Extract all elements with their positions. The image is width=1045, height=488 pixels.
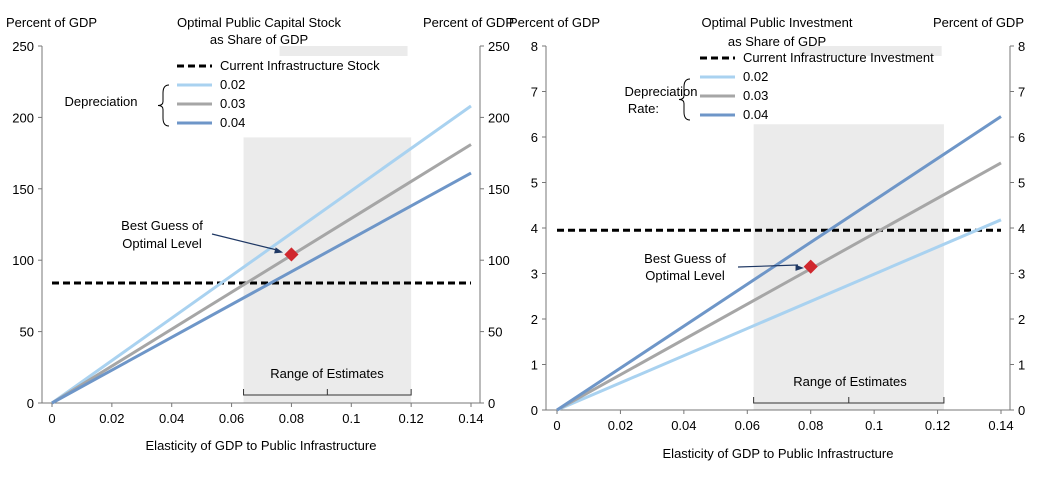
y-tick-label-right: 200 — [488, 110, 510, 125]
x-tick-label: 0.06 — [735, 418, 760, 433]
marker-arrow-line — [211, 233, 278, 251]
y-tick-label-right: 250 — [488, 39, 510, 54]
chart-title: Optimal Public Capital Stock — [177, 15, 342, 30]
marker-label: Optimal Level — [645, 268, 725, 283]
x-tick-label: 0.12 — [925, 418, 950, 433]
marker-arrow-head — [274, 247, 284, 254]
range-label: Range of Estimates — [270, 366, 384, 381]
y-tick-label-left: 3 — [531, 267, 538, 282]
range-of-estimates-shading — [753, 124, 944, 410]
legend-label: 0.02 — [220, 77, 245, 92]
y-tick-label-left: 6 — [531, 130, 538, 145]
y-axis-label-right: Percent of GDP — [933, 15, 1024, 30]
x-tick-label: 0.1 — [865, 418, 883, 433]
y-tick-label-right: 1 — [1018, 358, 1025, 373]
chart-title: as Share of GDP — [728, 34, 826, 49]
y-tick-label-right: 6 — [1018, 130, 1025, 145]
legend-label: 0.02 — [743, 69, 768, 84]
y-tick-label-left: 2 — [531, 312, 538, 327]
range-label: Range of Estimates — [793, 374, 907, 389]
y-tick-label-right: 150 — [488, 182, 510, 197]
x-axis-label: Elasticity of GDP to Public Infrastructu… — [146, 438, 377, 453]
series-line-0.02 — [556, 218, 1002, 412]
x-tick-label: 0.12 — [398, 411, 423, 426]
legend-reference-label: Current Infrastructure Stock — [220, 58, 380, 73]
best-guess-marker — [284, 247, 299, 262]
legend-label: 0.03 — [220, 96, 245, 111]
y-tick-label-left: 100 — [12, 253, 34, 268]
x-tick-label: 0.02 — [99, 411, 124, 426]
legend-group-label: Rate: — [628, 101, 659, 116]
y-tick-label-right: 0 — [488, 396, 495, 411]
y-tick-label-right: 4 — [1018, 221, 1025, 236]
legend-group-label: Depreciation — [65, 94, 138, 109]
x-axis-label: Elasticity of GDP to Public Infrastructu… — [663, 446, 894, 461]
y-tick-label-right: 50 — [488, 325, 502, 340]
marker-label: Best Guess of — [644, 251, 726, 266]
legend-brace — [157, 84, 170, 127]
x-tick-label: 0.14 — [458, 411, 483, 426]
y-axis-label-left: Percent of GDP — [509, 15, 600, 30]
x-tick-label: 0.14 — [988, 418, 1013, 433]
marker-label: Best Guess of — [121, 218, 203, 233]
series-line-0.03 — [51, 143, 472, 405]
y-tick-label-right: 7 — [1018, 85, 1025, 100]
chart-title: as Share of GDP — [210, 32, 308, 47]
public-investment-chart: 0 01 12 23 34 45 56 67 78 80 0.02 0.04 0.06 0.08 0.1 0.… — [509, 15, 1025, 461]
range-bracket — [753, 397, 945, 404]
marker-arrow-head — [795, 264, 805, 271]
y-tick-label-left: 200 — [12, 110, 34, 125]
legend-label: 0.03 — [743, 88, 768, 103]
marker-arrow-line — [737, 264, 799, 268]
y-tick-label-left: 5 — [531, 176, 538, 191]
x-tick-label: 0 — [553, 418, 560, 433]
y-tick-label-left: 0 — [27, 396, 34, 411]
best-guess-marker — [803, 259, 818, 274]
y-tick-label-left: 8 — [531, 39, 538, 54]
x-tick-label: 0.06 — [219, 411, 244, 426]
x-tick-label: 0.04 — [671, 418, 696, 433]
series-line-0.04 — [51, 171, 472, 405]
y-tick-label-left: 0 — [531, 403, 538, 418]
title-shading — [799, 46, 942, 56]
y-axis-label-left: Percent of GDP — [6, 15, 97, 30]
y-tick-label-left: 1 — [531, 358, 538, 373]
y-tick-label-left: 50 — [20, 325, 34, 340]
y-tick-label-right: 100 — [488, 253, 510, 268]
x-tick-label: 0 — [48, 411, 55, 426]
y-tick-label-right: 0 — [1018, 403, 1025, 418]
y-tick-label-left: 4 — [531, 221, 538, 236]
y-tick-label-right: 5 — [1018, 176, 1025, 191]
range-of-estimates-shading — [243, 137, 412, 403]
legend-group-label: Depreciation — [625, 84, 698, 99]
y-tick-label-right: 3 — [1018, 267, 1025, 282]
legend-reference-label: Current Infrastructure Investment — [743, 50, 934, 65]
range-bracket — [243, 389, 412, 396]
marker-label: Optimal Level — [122, 236, 202, 251]
x-tick-label: 0.08 — [279, 411, 304, 426]
title-shading — [279, 46, 408, 56]
series-line-0.04 — [556, 115, 1002, 412]
y-axis-label-right: Percent of GDP — [423, 15, 514, 30]
legend-label: 0.04 — [743, 107, 768, 122]
legend-label: 0.04 — [220, 115, 245, 130]
y-tick-label-left: 250 — [12, 39, 34, 54]
y-tick-label-left: 7 — [531, 85, 538, 100]
x-tick-label: 0.1 — [342, 411, 360, 426]
y-tick-label-left: 150 — [12, 182, 34, 197]
series-line-0.02 — [51, 104, 472, 405]
x-tick-label: 0.02 — [608, 418, 633, 433]
y-tick-label-right: 8 — [1018, 39, 1025, 54]
legend-brace — [678, 78, 691, 121]
x-tick-label: 0.04 — [159, 411, 184, 426]
y-tick-label-right: 2 — [1018, 312, 1025, 327]
x-tick-label: 0.08 — [798, 418, 823, 433]
chart-title: Optimal Public Investment — [701, 15, 852, 30]
series-line-0.03 — [556, 161, 1002, 412]
